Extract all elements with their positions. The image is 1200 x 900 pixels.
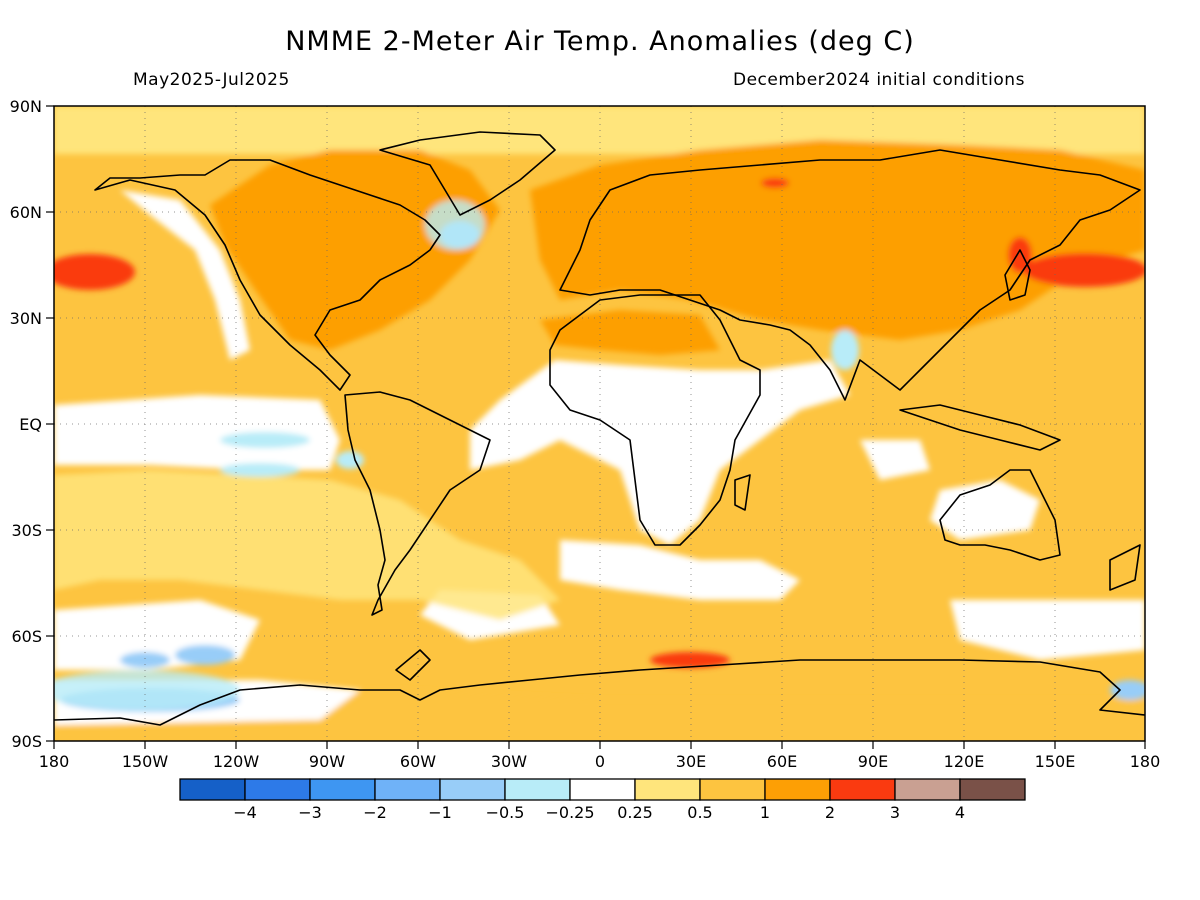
longitude-labels: 180 150W 120W 90W 60W 30W 0 30E 60E 90E …	[39, 752, 1161, 771]
lon-label: 120W	[213, 752, 260, 771]
sahara-warm	[540, 310, 720, 355]
colorbar-label: −4	[233, 803, 257, 822]
colorbar-label: −0.5	[486, 803, 525, 822]
north-america-warm	[210, 150, 500, 350]
colorbar-label: −2	[363, 803, 387, 822]
colorbar-label: 4	[955, 803, 965, 822]
north-pacific-hotspot	[54, 254, 135, 290]
lon-label: 120E	[944, 752, 985, 771]
colorbar-swatch	[244, 778, 311, 801]
nw-pacific-hotspot	[1023, 253, 1145, 287]
maritime-continent-coast	[899, 404, 1061, 451]
south-america-coast	[344, 391, 491, 616]
lat-label: EQ	[19, 415, 42, 434]
lon-label: 90W	[309, 752, 345, 771]
colorbar-swatch	[894, 778, 961, 801]
north-america-coast	[94, 159, 441, 391]
coastlines	[54, 131, 1145, 726]
colorbar-swatch	[959, 778, 1026, 801]
colorbar-label: 1	[760, 803, 770, 822]
colorbar-label: −0.25	[545, 803, 594, 822]
colorbar-swatch	[309, 778, 376, 801]
lon-label: 150W	[122, 752, 169, 771]
tropical-pacific-neutral	[54, 395, 340, 470]
eq-pacific-cool-2	[220, 463, 300, 477]
australia-coast	[939, 469, 1061, 561]
colorbar-label: −3	[298, 803, 322, 822]
tropical-atlantic-neutral	[470, 360, 850, 545]
south-asia-cool	[831, 330, 859, 370]
colorbar-label: 3	[890, 803, 900, 822]
lon-label: 60W	[400, 752, 436, 771]
eurasia-warm	[530, 140, 1145, 340]
ne-pacific-neutral	[120, 190, 250, 360]
latitude-labels: 90N 60N 30N EQ 30S 60S 90S	[10, 97, 42, 751]
greenland-coast	[379, 131, 556, 216]
lat-label: 30N	[10, 309, 42, 328]
south-pacific-mild	[54, 470, 560, 620]
australia-neutral	[930, 480, 1040, 540]
madagascar-coast	[734, 474, 751, 511]
lat-label: 60S	[11, 627, 42, 646]
lat-label: 60N	[10, 203, 42, 222]
japan-hotspot	[1008, 237, 1032, 273]
colorbar-label: 0.5	[687, 803, 712, 822]
colorbar: −4 −3 −2 −1 −0.5 −0.25 0.25 0.5 1 2 3 4	[179, 778, 1026, 822]
japan-coast	[1004, 249, 1031, 301]
colorbar-swatch	[374, 778, 441, 801]
south-atlantic-neutral	[560, 540, 800, 600]
lat-label: 30S	[11, 521, 42, 540]
tick-marks	[46, 105, 1146, 749]
lon-label: 0	[595, 752, 605, 771]
lon-label: 180	[39, 752, 70, 771]
colorbar-swatch	[569, 778, 636, 801]
siberia-hotspot	[761, 178, 789, 188]
colorbar-swatch	[439, 778, 506, 801]
lon-label: 30W	[491, 752, 527, 771]
lon-label: 60E	[767, 752, 797, 771]
colorbar-label: 2	[825, 803, 835, 822]
southern-ocean-hotspot	[650, 652, 730, 668]
lon-label: 30E	[676, 752, 706, 771]
init-conditions-label: December2024 initial conditions	[733, 70, 1025, 90]
colorbar-swatch	[764, 778, 831, 801]
colorbar-swatch	[634, 778, 701, 801]
weddell-cool	[1110, 680, 1145, 700]
new-zealand-coast	[1109, 544, 1141, 591]
colorbar-label: 0.25	[617, 803, 653, 822]
lon-label: 180	[1130, 752, 1161, 771]
colorbar-label: −1	[428, 803, 452, 822]
lat-label: 90N	[10, 97, 42, 116]
lon-label: 150E	[1035, 752, 1076, 771]
lat-label: 90S	[11, 732, 42, 751]
antarctic-peninsula-coast	[395, 649, 431, 681]
colorbar-swatch	[829, 778, 896, 801]
eurasia-coast	[559, 149, 1141, 401]
antarctica-coast	[54, 659, 1145, 726]
anomaly-field	[54, 106, 1145, 741]
colorbar-swatch	[504, 778, 571, 801]
eq-pacific-cool-1	[220, 432, 310, 448]
colorbar-swatch	[699, 778, 766, 801]
colorbar-swatch	[179, 778, 246, 801]
map-title: NMME 2-Meter Air Temp. Anomalies (deg C)	[285, 26, 915, 57]
lon-label: 90E	[858, 752, 888, 771]
season-label: May2025-Jul2025	[133, 70, 290, 90]
